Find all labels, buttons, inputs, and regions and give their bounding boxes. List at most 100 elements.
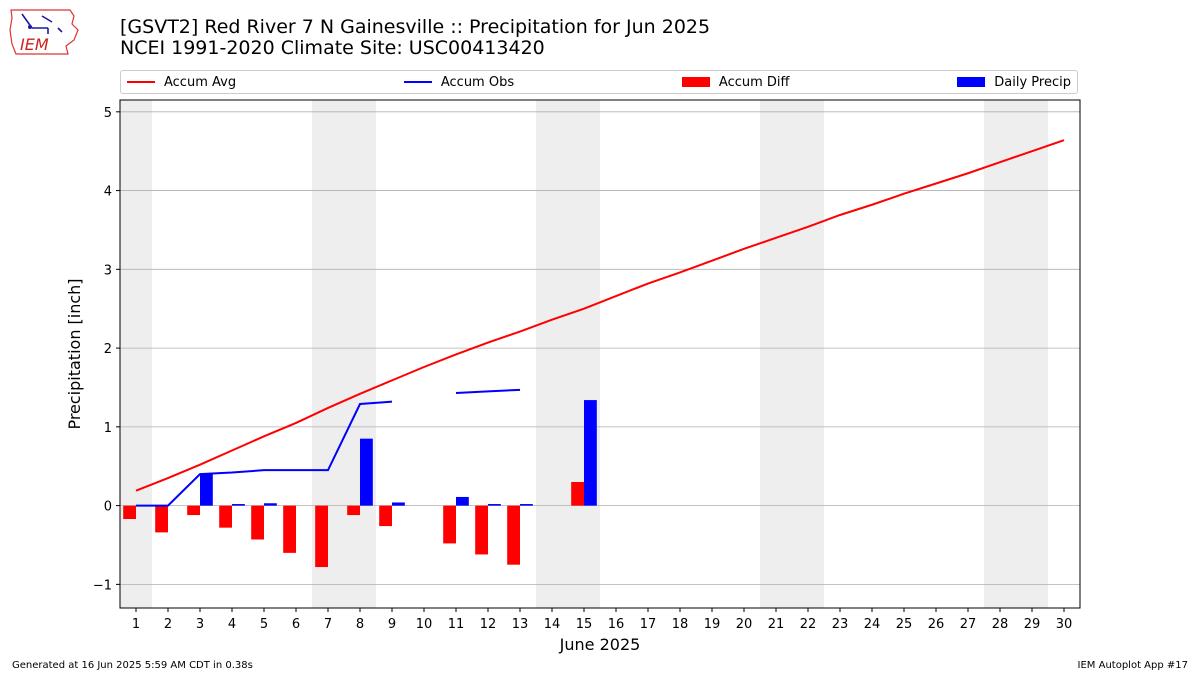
- x-tick-label: 4: [228, 617, 236, 632]
- grid-lines: [120, 111, 1080, 585]
- weekend-band-29: [1016, 100, 1048, 608]
- app-id: IEM Autoplot App #17: [1077, 660, 1188, 671]
- accum-diff-bar: [219, 505, 232, 528]
- x-tick-label: 16: [608, 617, 625, 632]
- accum-diff-bar: [443, 505, 456, 544]
- x-tick-label: 26: [928, 617, 945, 632]
- weekend-shading: [120, 100, 1048, 608]
- x-tick-label: 30: [1056, 617, 1073, 632]
- daily-precip-bar: [392, 502, 405, 506]
- x-tick-label: 11: [448, 617, 465, 632]
- x-tick-label: 27: [960, 617, 977, 632]
- legend-label-daily-precip: Daily Precip: [994, 74, 1071, 90]
- x-tick-label: 10: [416, 617, 433, 632]
- legend-accum-diff: Accum Diff: [681, 74, 790, 90]
- daily-precip-bar: [232, 504, 245, 506]
- weekend-band-28: [984, 100, 1016, 608]
- legend-swatch-accum-avg: [127, 81, 155, 83]
- title-line-1: [GSVT2] Red River 7 N Gainesville :: Pre…: [120, 16, 711, 38]
- x-tick-label: 12: [480, 617, 497, 632]
- x-axis-label: June 2025: [559, 635, 641, 654]
- legend-accum-obs: Accum Obs: [403, 74, 515, 90]
- accum-diff-bar: [283, 505, 296, 553]
- daily-precip-bar: [520, 504, 533, 506]
- accum-obs-line: [136, 400, 393, 507]
- accum-obs-line: [455, 388, 521, 394]
- x-tick-label: 13: [512, 617, 529, 632]
- x-tick-label: 8: [356, 617, 364, 632]
- x-tick-label: 5: [260, 617, 268, 632]
- daily-precip-bar: [456, 496, 469, 506]
- chart-title: [GSVT2] Red River 7 N Gainesville :: Pre…: [120, 17, 710, 59]
- y-tick-label: 1: [104, 421, 112, 436]
- weekend-band-22: [792, 100, 824, 608]
- bars: [123, 400, 597, 568]
- x-tick-label: 25: [896, 617, 913, 632]
- legend-swatch-accum-obs: [403, 81, 432, 83]
- y-tick-label: 5: [104, 106, 112, 121]
- x-tick-label: 24: [864, 617, 881, 632]
- x-tick-label: 20: [736, 617, 753, 632]
- legend-label-accum-obs: Accum Obs: [440, 74, 515, 90]
- legend-accum-avg: Accum Avg: [127, 75, 236, 90]
- accum-diff-bar: [571, 481, 584, 506]
- accum-diff-bar: [379, 505, 392, 527]
- x-tick-label: 6: [292, 617, 300, 632]
- x-tick-label: 15: [576, 617, 593, 632]
- accum-diff-bar: [315, 505, 328, 568]
- x-tick-label: 9: [388, 617, 396, 632]
- x-tick-label: 7: [324, 617, 332, 632]
- x-tick-label: 21: [768, 617, 785, 632]
- accum-diff-bar: [251, 505, 264, 540]
- daily-precip-bar: [264, 503, 277, 506]
- legend-swatch-daily-precip: [957, 77, 986, 87]
- accum-diff-bar: [507, 505, 520, 565]
- weekend-band-14: [536, 100, 568, 608]
- accum-diff-bar: [155, 505, 168, 533]
- x-tick-label: 29: [1024, 617, 1041, 632]
- daily-precip-bar: [200, 474, 213, 506]
- weekend-band-8: [344, 100, 376, 608]
- x-tick-label: 17: [640, 617, 657, 632]
- accum-diff-bar: [347, 505, 360, 516]
- legend-label-accum-avg: Accum Avg: [164, 74, 237, 90]
- accum-diff-bar: [475, 505, 488, 555]
- generated-timestamp: Generated at 16 Jun 2025 5:59 AM CDT in …: [12, 660, 253, 671]
- accum-diff-bar: [187, 505, 200, 516]
- x-tick-label: 14: [544, 617, 561, 632]
- legend-daily-precip: Daily Precip: [957, 75, 1071, 90]
- x-tick-label: 19: [704, 617, 721, 632]
- x-tick-label: 22: [800, 617, 817, 632]
- legend-label-accum-diff: Accum Diff: [718, 74, 790, 90]
- y-tick-label: −1: [93, 578, 112, 593]
- accum-avg-line: [135, 139, 1065, 492]
- daily-precip-bar: [584, 400, 597, 506]
- weekend-band-1: [120, 100, 152, 608]
- x-axis-ticks: 1 2 3 4 5 6 7 8 9 10 11 12 13 14 15 16 17 18 19 20 21 22 23 24 2…: [132, 608, 1072, 632]
- daily-precip-bar: [488, 504, 501, 506]
- y-tick-label: 0: [104, 500, 112, 515]
- x-tick-label: 28: [992, 617, 1009, 632]
- x-tick-label: 23: [832, 617, 849, 632]
- y-tick-label: 2: [104, 342, 112, 357]
- lines: [135, 139, 1065, 507]
- title-line-2: NCEI 1991-2020 Climate Site: USC00413420: [120, 37, 545, 59]
- legend-swatch-accum-diff: [681, 77, 710, 87]
- y-tick-label: 4: [104, 185, 112, 200]
- accum-diff-bar: [123, 505, 136, 520]
- plot-frame: [119, 99, 1081, 609]
- y-axis-ticks: −1 0 1 2 3 4 5: [93, 106, 120, 593]
- x-tick-label: 1: [132, 617, 140, 632]
- daily-precip-bar: [360, 438, 373, 506]
- weekend-band-15: [568, 100, 600, 608]
- y-tick-label: 3: [104, 263, 112, 278]
- iem-logo: IEM: [9, 9, 79, 55]
- y-axis-label: Precipitation [inch]: [65, 278, 84, 429]
- legend: Accum Avg Accum Obs Accum Diff Daily Pre…: [120, 70, 1078, 94]
- weekend-band-21: [760, 100, 792, 608]
- x-tick-label: 3: [196, 617, 204, 632]
- x-tick-label: 18: [672, 617, 689, 632]
- weather-station-icon: [21, 13, 63, 34]
- logo-text: IEM: [20, 35, 49, 54]
